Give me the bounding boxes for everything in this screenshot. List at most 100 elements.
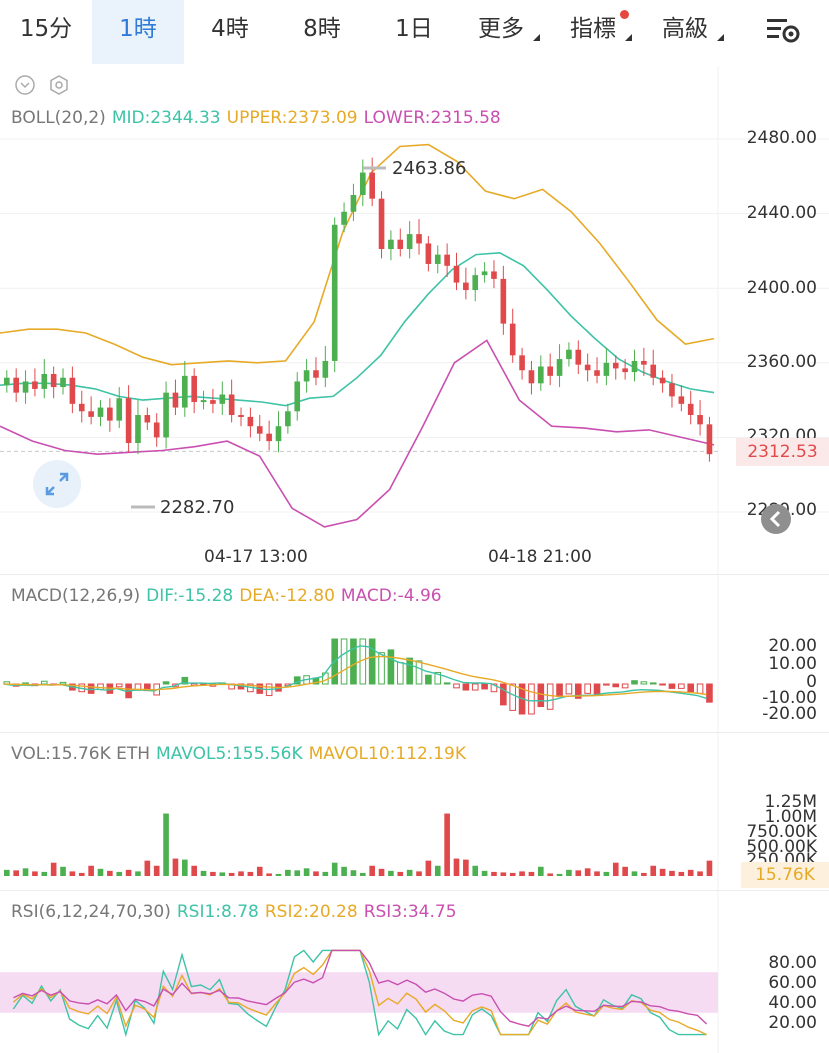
volume-bar <box>116 871 123 876</box>
volume-bar <box>378 868 385 876</box>
candle-body <box>69 377 76 404</box>
mavol5-value: MAVOL5:155.56K <box>156 744 303 764</box>
candle-body <box>444 254 450 266</box>
macd-histogram-bar <box>425 674 432 685</box>
volume-bar <box>350 870 357 876</box>
time-tick: 04-17 13:00 <box>204 547 308 567</box>
candle-body <box>294 381 301 412</box>
hexagon-settings-icon[interactable] <box>48 74 70 96</box>
candle-body <box>603 362 610 376</box>
low-price-marker: 2282.70 <box>160 497 235 518</box>
expand-arrows-icon[interactable] <box>33 460 81 508</box>
volume-bar <box>97 868 104 876</box>
volume-bar <box>706 860 713 876</box>
candle-body <box>303 370 310 382</box>
candle-body <box>360 172 366 195</box>
macd-histogram-bar <box>537 683 545 708</box>
rsi3-line <box>13 949 708 1027</box>
macd-histogram-bar <box>59 681 67 685</box>
candle-body <box>463 282 469 291</box>
candle-body <box>538 366 544 384</box>
macd-histogram-bar <box>87 683 95 694</box>
tab-15m[interactable]: 15分 <box>19 16 73 42</box>
tab-advanced-dropdown[interactable]: 高級 <box>644 0 726 64</box>
volume-bar <box>219 872 226 876</box>
tab-indicators-dropdown[interactable]: 指標 <box>552 0 634 64</box>
macd-histogram-bar <box>612 683 620 688</box>
macd-tick: 20.00 <box>768 636 817 656</box>
macd-histogram-bar <box>556 683 563 698</box>
volume-bar <box>584 868 591 876</box>
tab-8h[interactable]: 8時 <box>303 16 341 42</box>
candle-body <box>416 234 422 244</box>
candle-body <box>612 362 619 369</box>
volume-bar <box>603 871 610 876</box>
macd-histogram-bar <box>528 683 535 715</box>
macd-histogram-bar <box>462 683 470 691</box>
volume-bar <box>687 869 694 876</box>
macd-histogram-bar <box>415 660 423 685</box>
volume-bar <box>519 871 525 876</box>
volume-bar <box>78 872 85 876</box>
candle-body <box>78 403 85 412</box>
pane-divider <box>0 574 829 575</box>
volume-bar <box>444 813 450 876</box>
candle-body <box>425 243 432 264</box>
candle-body <box>622 368 628 373</box>
candle-body <box>41 373 48 389</box>
chart-settings-icon[interactable] <box>765 14 801 46</box>
candle-body <box>60 377 66 388</box>
volume-bar <box>275 873 282 876</box>
macd-histogram-bar <box>593 683 601 696</box>
volume-bar <box>463 859 469 876</box>
volume-bar <box>331 862 338 876</box>
macd-histogram-bar <box>115 683 123 688</box>
macd-dea-line <box>3 655 707 698</box>
volume-bar <box>182 859 188 876</box>
volume-bar <box>153 865 160 876</box>
pane-divider <box>0 890 829 891</box>
tab-1h[interactable]: 1時 <box>92 0 184 64</box>
volume-bar <box>388 870 394 876</box>
candle-body <box>13 377 19 393</box>
candle-body <box>566 349 572 360</box>
vol-indicator-label: VOL:15.76K ETH <box>11 744 151 764</box>
candle-body <box>369 172 375 199</box>
candle-body <box>500 278 507 324</box>
macd-histogram-bar <box>640 681 648 685</box>
volume-bar <box>313 871 319 876</box>
macd-histogram-bar <box>509 683 517 711</box>
volume-bar <box>125 869 132 876</box>
price-tick: 2440.00 <box>746 203 817 223</box>
volume-bar <box>13 870 19 876</box>
rsi-legend: RSI(6,12,24,70,30) RSI1:8.78 RSI2:20.28 RSI… <box>11 902 463 922</box>
tab-1d[interactable]: 1日 <box>395 16 433 42</box>
candle-body <box>491 271 497 279</box>
tab-more-dropdown[interactable]: 更多 <box>460 0 542 64</box>
candle-body <box>266 433 272 442</box>
collapse-circle-icon[interactable] <box>14 74 36 96</box>
volume-bar <box>322 871 329 876</box>
candle-body <box>388 239 394 250</box>
candle-body <box>481 271 488 276</box>
candle-body <box>135 415 141 443</box>
volume-bar <box>566 869 572 876</box>
candle-body <box>519 355 525 371</box>
volume-bar <box>538 866 544 876</box>
tab-4h[interactable]: 4時 <box>211 16 249 42</box>
timeframe-tab-bar: 15分 1時 4時 8時 1日 更多 指標 高級 <box>0 0 829 64</box>
macd-histogram-bar <box>565 683 573 695</box>
boll-legend: BOLL(20,2) MID:2344.33 UPPER:2373.09 LOWER:… <box>11 108 507 128</box>
volume-bar <box>341 866 347 876</box>
macd-legend: MACD(12,26,9) DIF:-15.28 DEA:-12.80 MACD:-4… <box>11 586 448 606</box>
macd-histogram-bar <box>443 682 451 685</box>
macd-histogram-bar <box>603 683 610 686</box>
candle-body <box>88 411 94 417</box>
candle-body <box>350 194 357 212</box>
volume-bar <box>472 865 479 876</box>
back-arrow-icon[interactable] <box>761 504 791 534</box>
candle-body <box>678 396 685 404</box>
volume-bar <box>294 870 301 876</box>
macd-dea-value: DEA:-12.80 <box>239 586 335 606</box>
